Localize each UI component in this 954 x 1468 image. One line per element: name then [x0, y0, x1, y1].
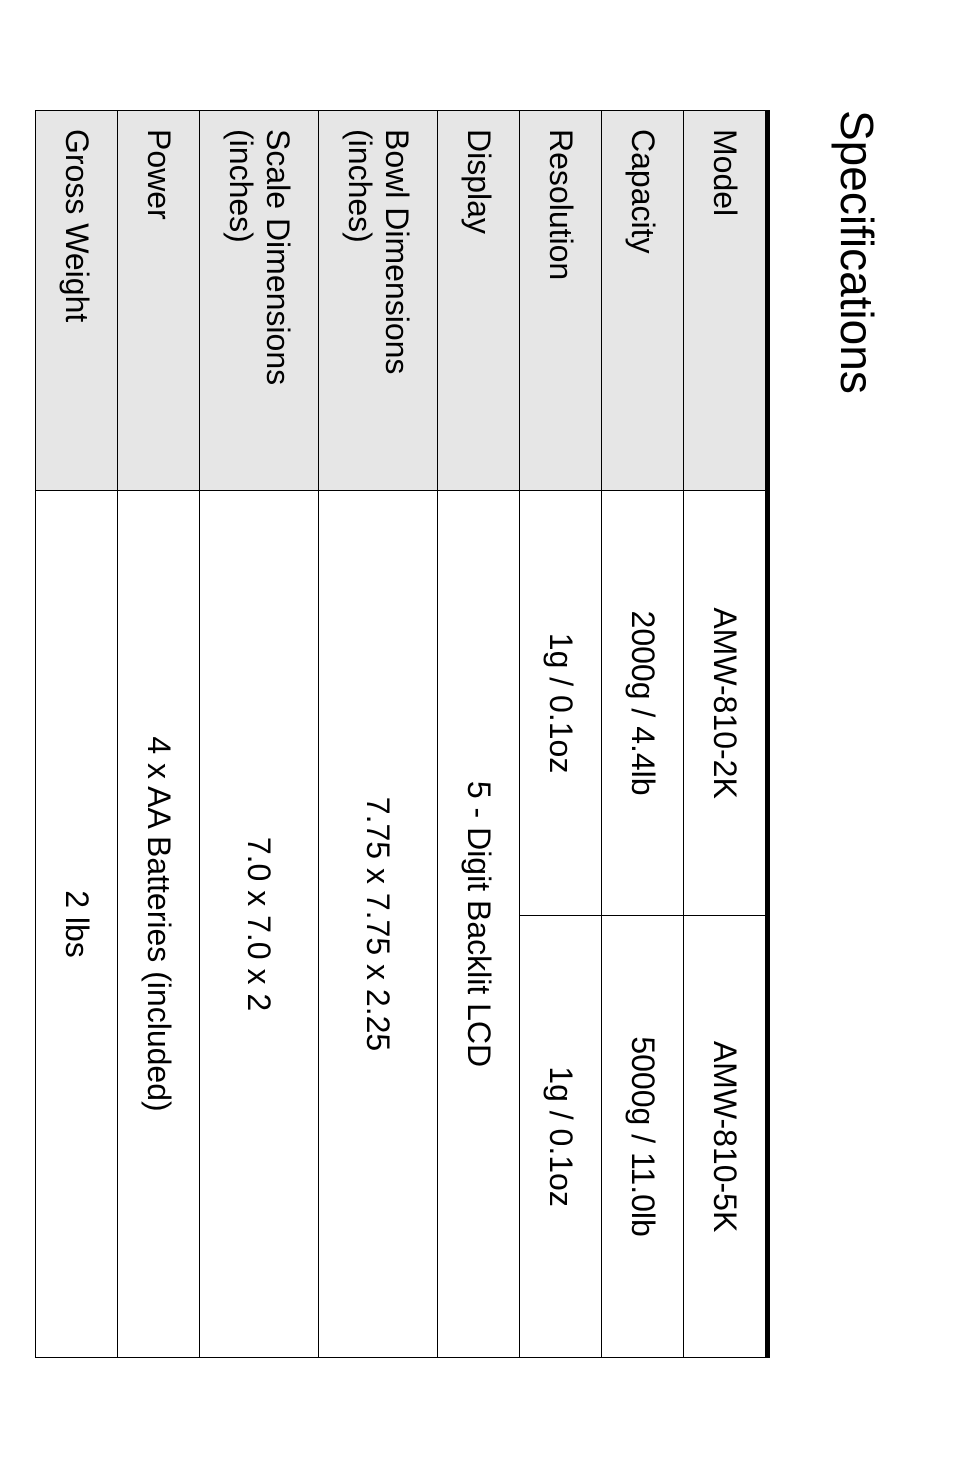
table-row: Gross Weight2 lbs — [36, 111, 118, 1358]
page-container: Specifications ModelAMW-810-2KAMW-810-5K… — [0, 0, 954, 1468]
table-row: Resolution1g / 0.1oz1g / 0.1oz — [520, 111, 602, 1358]
table-row: Scale Dimensions (inches)7.0 x 7.0 x 2 — [200, 111, 319, 1358]
row-label: Bowl Dimensions (inches) — [319, 111, 438, 491]
row-value: 4 x AA Batteries (included) — [118, 491, 200, 1358]
table-row: Bowl Dimensions (inches)7.75 x 7.75 x 2.… — [319, 111, 438, 1358]
row-label: Power — [118, 111, 200, 491]
table-row: Power4 x AA Batteries (included) — [118, 111, 200, 1358]
specifications-table: ModelAMW-810-2KAMW-810-5KCapacity2000g /… — [35, 110, 770, 1358]
row-value-col1: 2000g / 4.4lb — [602, 491, 684, 916]
row-value-col2: 5000g / 11.0lb — [602, 916, 684, 1358]
row-value-col2: 1g / 0.1oz — [520, 916, 602, 1358]
row-value-col1: AMW-810-2K — [684, 491, 768, 916]
row-label: Capacity — [602, 111, 684, 491]
row-label: Gross Weight — [36, 111, 118, 491]
row-label: Display — [438, 111, 520, 491]
row-value: 2 lbs — [36, 491, 118, 1358]
table-row: Display5 - Digit Backlit LCD — [438, 111, 520, 1358]
row-value: 5 - Digit Backlit LCD — [438, 491, 520, 1358]
row-value-col2: AMW-810-5K — [684, 916, 768, 1358]
row-label: Model — [684, 111, 768, 491]
row-value: 7.75 x 7.75 x 2.25 — [319, 491, 438, 1358]
table-row: Capacity2000g / 4.4lb5000g / 11.0lb — [602, 111, 684, 1358]
row-label: Resolution — [520, 111, 602, 491]
row-label: Scale Dimensions (inches) — [200, 111, 319, 491]
page-title: Specifications — [830, 110, 884, 1358]
row-value: 7.0 x 7.0 x 2 — [200, 491, 319, 1358]
table-row: ModelAMW-810-2KAMW-810-5K — [684, 111, 768, 1358]
row-value-col1: 1g / 0.1oz — [520, 491, 602, 916]
table-body: ModelAMW-810-2KAMW-810-5KCapacity2000g /… — [36, 111, 768, 1358]
